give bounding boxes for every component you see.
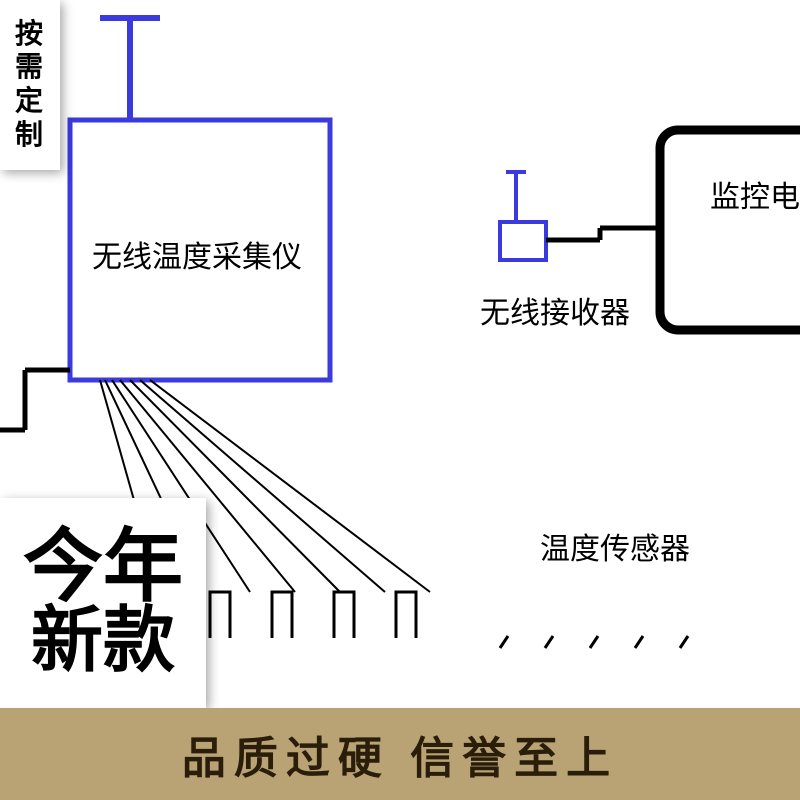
badge-top-left: 按需定制 xyxy=(0,0,60,170)
bottom-bar-text: 品质过硬 信誉至上 xyxy=(182,722,618,786)
sensor-bars xyxy=(210,592,416,638)
badge-bl-line1: 今年 xyxy=(23,526,183,610)
sensor-ticks xyxy=(500,636,688,648)
bottom-bar: 品质过硬 信誉至上 xyxy=(0,708,800,800)
receiver-label: 无线接收器 xyxy=(480,288,630,332)
badge-bottom-left: 今年 新款 xyxy=(0,498,206,708)
collector-label: 无线温度采集仪 xyxy=(92,232,302,276)
sensor-label: 温度传感器 xyxy=(540,524,690,568)
receiver-box xyxy=(500,222,546,260)
badge-bl-line2: 新款 xyxy=(31,604,175,680)
badge-top-left-text: 按需定制 xyxy=(8,18,52,152)
monitor-box xyxy=(660,130,800,330)
monitor-label: 监控电 xyxy=(710,172,800,216)
